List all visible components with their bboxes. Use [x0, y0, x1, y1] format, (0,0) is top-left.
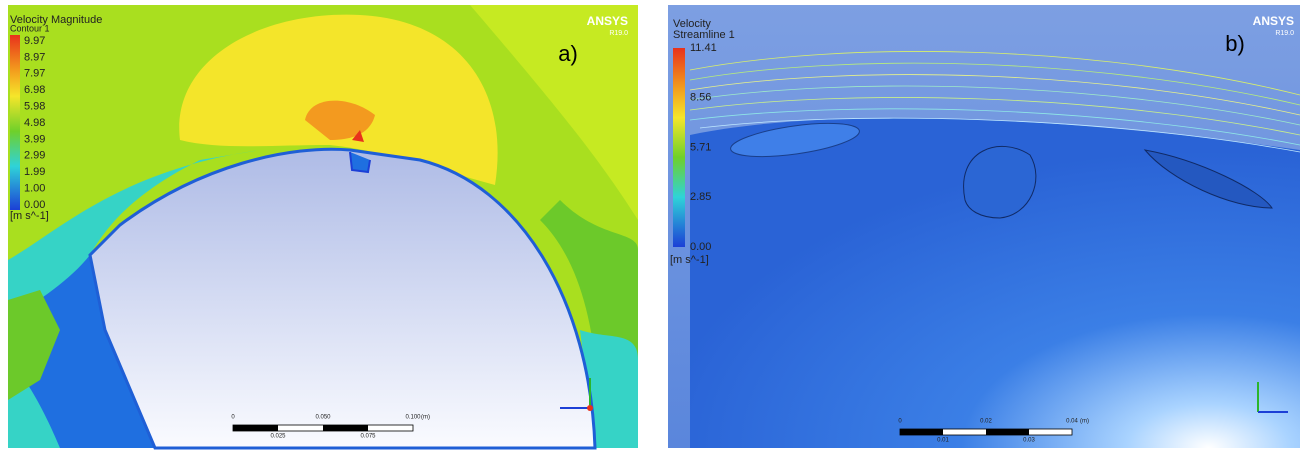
legend-label: 8.97 — [24, 51, 45, 63]
legend-label: 5.98 — [24, 101, 45, 113]
scale-label: 0.03 — [1023, 438, 1035, 444]
region — [179, 14, 498, 185]
legend-label: 5.71 — [690, 141, 711, 153]
axis-triad — [560, 378, 593, 411]
subtitle: Streamline 1 — [673, 29, 735, 41]
brand: ANSYS — [1253, 14, 1294, 28]
legend-label: 7.97 — [24, 68, 45, 80]
scale-segment — [233, 425, 278, 431]
scale-label: 0 — [231, 415, 235, 421]
title: Velocity Magnitude — [10, 14, 102, 26]
panel-a: Velocity Magnitude Contour 1 [m s^-1] AN… — [8, 5, 638, 450]
legend-label: 11.41 — [690, 42, 717, 54]
scale-unit: (m) — [1080, 419, 1089, 425]
legend-bar — [673, 48, 685, 247]
scale-label: 0.075 — [360, 434, 376, 440]
region — [305, 100, 375, 140]
legend-label: 4.98 — [24, 117, 45, 129]
legend-label: 0.00 — [690, 241, 711, 253]
legend-label: 6.98 — [24, 84, 45, 96]
legend-label: 2.99 — [24, 150, 45, 162]
panel-label: b) — [1225, 31, 1245, 56]
scale-label: 0.025 — [270, 434, 286, 440]
panel-b: Velocity Streamline 1 [m s^-1] ANSYS R19… — [668, 5, 1301, 449]
region — [470, 5, 638, 220]
legend-label: 9.97 — [24, 35, 45, 47]
body — [88, 147, 597, 450]
generated: 9.97 8.97 7.97 6.98 5.98 4.98 3.99 2.99 1.99 1.00… — [24, 35, 1089, 444]
panel-label: a) — [558, 41, 578, 66]
region — [8, 290, 60, 400]
scale-label: 0.050 — [315, 415, 331, 421]
legend-label: 1.00 — [24, 183, 45, 195]
legend-label: 3.99 — [24, 133, 45, 145]
scale-label: 0.100 — [405, 415, 421, 421]
legend-label: 2.85 — [690, 191, 711, 203]
scale-segment — [900, 429, 943, 435]
sphere — [690, 117, 1300, 449]
hole — [963, 146, 1037, 219]
subtitle: Contour 1 — [10, 23, 50, 33]
region — [352, 130, 364, 142]
unit: [m s^-1] — [10, 210, 49, 222]
scale-label: 0.01 — [937, 438, 949, 444]
unit: [m s^-1] — [670, 254, 709, 266]
legend-label: 1.99 — [24, 166, 45, 178]
scale-segment — [323, 425, 368, 431]
scale-label: 0.04 — [1066, 419, 1078, 425]
version: R19.0 — [1275, 30, 1294, 37]
scale-unit: (m) — [421, 415, 430, 421]
legend-bar — [10, 35, 20, 210]
version: R19.0 — [609, 30, 628, 37]
scale-label: 0.02 — [980, 419, 992, 425]
streamlines — [689, 51, 1301, 153]
scale-segment — [986, 429, 1029, 435]
hole — [1143, 149, 1273, 209]
brand: ANSYS — [587, 14, 628, 28]
legend-label: 8.56 — [690, 92, 711, 104]
axis-triad — [1257, 382, 1288, 413]
legend-label: 0.00 — [24, 199, 45, 211]
scale-label: 0 — [898, 419, 902, 425]
title: Velocity — [673, 18, 711, 30]
notch — [349, 151, 371, 174]
hole — [730, 122, 860, 158]
